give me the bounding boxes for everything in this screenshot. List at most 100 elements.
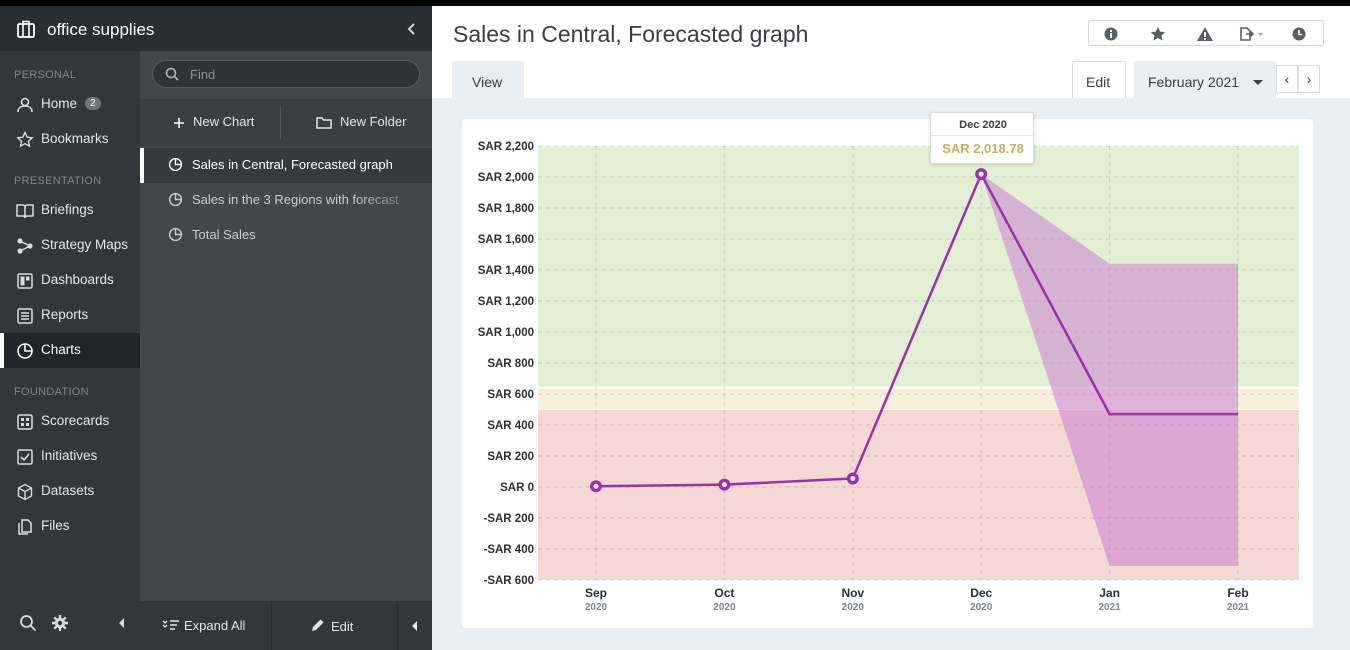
y-tick-label: -SAR 200 [484,513,535,525]
sidebar-section-foundation: FOUNDATION [14,386,89,398]
x-tick-year: 2021 [1098,602,1121,613]
tooltip-divider [931,135,1035,136]
checkbox-icon [17,449,33,465]
book-icon [16,204,34,219]
sidebar-item-strategy-maps[interactable]: Strategy Maps [0,228,140,263]
edit-label: Edit [331,619,354,634]
text-fade [352,183,432,218]
sidebar-item-initiatives[interactable]: Initiatives [0,439,140,474]
clock-icon[interactable] [1289,25,1309,43]
plus-icon [174,118,184,128]
export-icon[interactable] [1237,25,1267,43]
y-tick-label: SAR 400 [487,420,534,432]
chart-list-item[interactable]: Sales in the 3 Regions with forecast [140,183,432,218]
sidebar-item-label: Scorecards [41,413,110,428]
sidebar-item-charts[interactable]: Charts [0,333,140,368]
period-selector[interactable]: February 2021 [1134,61,1276,99]
search-icon[interactable] [19,614,37,632]
sidebar-item-home[interactable]: Home 2 [0,87,140,122]
x-tick-label: Oct [714,586,734,600]
charts-panel: Find New Chart New Folder Sales in Centr… [140,51,432,650]
sidebar-item-briefings[interactable]: Briefings [0,193,140,228]
chart-list-item[interactable]: Total Sales [140,218,432,253]
briefcase-icon [17,20,35,38]
x-tick-year: 2020 [585,602,608,613]
chevron-down-icon [1253,80,1263,85]
sidebar-item-label: Initiatives [41,448,98,463]
star-icon [16,131,34,148]
sidebar-item-scorecards[interactable]: Scorecards [0,404,140,439]
sidebar-item-dashboards[interactable]: Dashboards [0,263,140,298]
chart-toolbar [1088,20,1324,46]
search-icon [165,67,179,81]
y-tick-label: SAR 2,000 [478,172,534,184]
tab-view[interactable]: View [452,61,524,99]
x-tick-label: Nov [841,586,864,600]
app-window: PERSONAL Home 2 Bookmarks PRESENTATION Br… [0,6,1350,650]
sidebar-item-label: Home [41,96,78,111]
sidebar-item-label: Briefings [41,202,94,217]
tab-edit-label: Edit [1086,74,1111,90]
data-point-center [850,475,856,481]
x-tick-label: Feb [1227,586,1248,600]
x-tick-label: Sep [585,586,607,600]
sidebar-item-files[interactable]: Files [0,509,140,544]
home-count-badge: 2 [85,97,101,110]
y-tick-label: SAR 0 [500,482,534,494]
panel-actions: New Chart New Folder [140,99,432,146]
y-tick-label: SAR 1,000 [478,327,534,339]
chart-list-label: Sales in the 3 Regions with forecast [192,192,399,207]
sidebar-item-reports[interactable]: Reports [0,298,140,333]
scorecard-icon [17,414,33,430]
folder-icon [316,117,332,129]
cube-icon [17,483,33,501]
period-label: February 2021 [1148,74,1240,90]
chart-list-item[interactable]: Sales in Central, Forecasted graph [140,148,432,183]
sidebar-item-label: Files [41,518,70,533]
chart-area: SAR 2,200 SAR 2,000 SAR 1,800 SAR 1,600 SAR … [432,98,1350,650]
pie-chart-icon [168,192,183,207]
expand-all-label: Expand All [184,618,246,633]
y-tick-label: -SAR 600 [484,575,535,587]
x-tick-label: Jan [1099,586,1120,600]
x-tick-year: 2021 [1227,602,1250,613]
new-chart-label: New Chart [193,114,255,129]
collapse-left-icon[interactable] [410,619,420,633]
search-input[interactable]: Find [152,60,420,88]
next-period-button[interactable]: › [1298,65,1320,93]
user-icon [17,97,33,113]
tab-view-label: View [472,74,503,90]
y-tick-label: -SAR 400 [484,544,535,556]
sidebar-item-bookmarks[interactable]: Bookmarks [0,122,140,157]
collapse-panel-icon[interactable] [407,22,417,36]
new-folder-label: New Folder [340,114,407,129]
collapse-left-icon[interactable] [117,616,127,630]
pie-chart-icon [168,227,183,242]
expand-list-icon [162,620,179,630]
sidebar-item-label: Reports [41,307,89,322]
x-tick-year: 2020 [970,602,993,613]
page-title: Sales in Central, Forecasted graph [453,21,809,47]
sidebar-item-label: Dashboards [41,272,114,287]
x-tick-year: 2020 [842,602,865,613]
info-icon[interactable] [1101,25,1121,43]
edit-button[interactable]: Edit [310,618,353,634]
chart-list-label: Sales in Central, Forecasted graph [192,157,393,172]
expand-all-button[interactable]: Expand All [162,618,245,633]
gear-icon[interactable] [51,614,69,632]
new-chart-button[interactable]: New Chart [173,114,254,129]
chart-list-label: Total Sales [192,227,256,242]
previous-period-button[interactable]: ‹ [1276,65,1298,93]
y-tick-label: SAR 800 [487,358,534,370]
sidebar-item-datasets[interactable]: Datasets [0,474,140,509]
tab-edit[interactable]: Edit [1072,61,1126,99]
new-folder-button[interactable]: New Folder [316,114,406,129]
forecast-band [981,174,1238,567]
warning-icon[interactable] [1195,25,1215,43]
divider [271,601,272,650]
star-icon[interactable] [1148,25,1168,43]
sidebar-section-personal: PERSONAL [14,69,77,81]
line-chart: SAR 2,200 SAR 2,000 SAR 1,800 SAR 1,600 SAR … [478,141,1299,613]
report-icon [17,308,33,324]
app-header: office supplies [0,6,432,51]
